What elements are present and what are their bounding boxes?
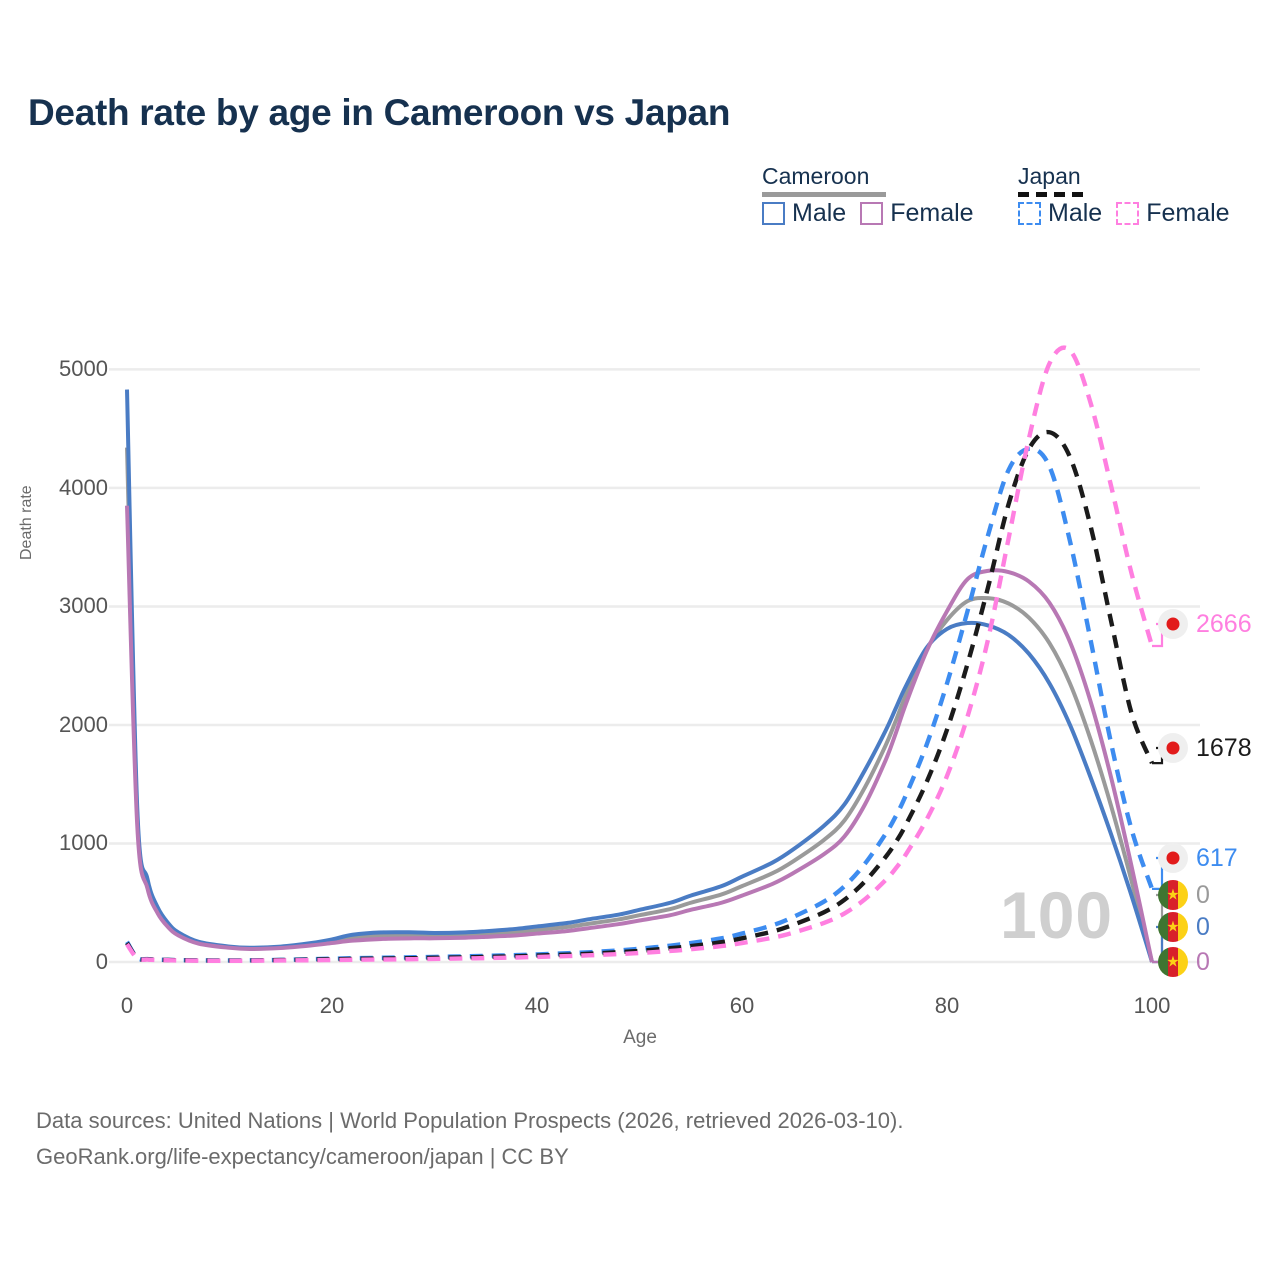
y-axis-title: Death rate	[18, 485, 35, 560]
series-end-value: 617	[1196, 843, 1238, 872]
star-icon: ★	[1166, 886, 1180, 904]
series-line-japan-female	[125, 345, 1155, 964]
y-axis-tick-label: 0	[95, 949, 108, 974]
legend-japan-rule-icon	[1018, 192, 1086, 197]
series-line-cameroon-male	[125, 389, 1154, 963]
legend-cameroon-rule-icon	[762, 192, 886, 197]
star-icon: ★	[1166, 953, 1180, 971]
series-line-japan-total	[125, 429, 1155, 963]
x-axis-tick-label: 0	[120, 993, 134, 1018]
series-end-value: 1678	[1196, 733, 1252, 762]
y-axis-tick-label: 5000	[59, 356, 108, 382]
japan-flag-icon	[1158, 609, 1188, 639]
chart-canvas	[109, 345, 1200, 964]
cameroon-flag-icon: ★	[1158, 912, 1188, 942]
series-end-label[interactable]: 617	[1158, 843, 1238, 873]
series-end-value: 0	[1196, 912, 1210, 941]
x-axis-tick-label: 80	[934, 993, 960, 1018]
x-axis-tick-label: 20	[319, 993, 345, 1018]
series-end-value: 2666	[1196, 609, 1252, 638]
y-axis-tick-label: 2000	[59, 711, 108, 737]
legend-label-cameroon-male: Male	[792, 199, 847, 227]
legend-group-japan-label: Japan	[1018, 163, 1081, 189]
japan-flag-icon	[1158, 733, 1188, 763]
japan-flag-icon	[1158, 843, 1188, 873]
legend-swatch-japan-male-icon	[1018, 202, 1041, 225]
cameroon-flag-icon: ★	[1158, 947, 1188, 977]
y-axis-ticks: 0 1000 2000 3000 4000 5000	[0, 0, 108, 1090]
x-axis-title: Age	[623, 1027, 657, 1048]
legend-swatch-cameroon-female-icon	[860, 202, 884, 225]
series-end-labels: 2666 1678 617 ★ 0 ★ 0 ★ 0	[1158, 0, 1280, 1090]
y-axis-tick-label: 1000	[59, 830, 108, 856]
legend-group-cameroon: Cameroon Male Female	[762, 163, 974, 227]
x-axis-tick-label: 40	[524, 993, 550, 1018]
legend-item-cameroon-male[interactable]: Male	[762, 199, 846, 228]
footer-data-sources: Data sources: United Nations | World Pop…	[36, 1108, 904, 1133]
chart-plot-area: 0 1000 2000 3000 4000 5000 0 20 40 60 80 100 Death…	[0, 0, 1280, 1090]
series-line-japan-male	[125, 446, 1155, 963]
footer: Data sources: United Nations | World Pop…	[36, 1103, 903, 1175]
series-end-label[interactable]: ★ 0	[1158, 912, 1210, 942]
legend-label-japan-female: Female	[1146, 199, 1230, 227]
footer-attribution: GeoRank.org/life-expectancy/cameroon/jap…	[36, 1144, 569, 1169]
x-axis-tick-label: 60	[729, 993, 755, 1018]
legend-label-cameroon-female: Female	[890, 199, 974, 227]
legend-swatch-japan-female-icon	[1116, 202, 1140, 225]
series-end-value: 0	[1196, 880, 1210, 909]
series-line-cameroon-total	[125, 447, 1154, 963]
y-axis-tick-label: 4000	[59, 474, 108, 500]
legend-label-japan-male: Male	[1048, 199, 1103, 227]
series-line-cameroon-female	[125, 505, 1154, 963]
series-end-label[interactable]: ★ 0	[1158, 880, 1210, 910]
watermark-100: 100	[1000, 878, 1114, 952]
cameroon-flag-icon: ★	[1158, 880, 1188, 910]
x-axis-tick-label: 100	[1133, 993, 1171, 1018]
chart-legend: Cameroon Male Female Japan Male	[762, 163, 1252, 243]
legend-item-japan-female[interactable]: Female	[1116, 199, 1230, 228]
legend-item-japan-male[interactable]: Male	[1018, 199, 1102, 228]
series-end-value: 0	[1196, 947, 1210, 976]
legend-group-cameroon-label: Cameroon	[762, 163, 870, 189]
page-title: Death rate by age in Cameroon vs Japan	[28, 92, 731, 133]
legend-group-japan: Japan Male Female	[1018, 163, 1230, 227]
series-end-label[interactable]: 1678	[1158, 733, 1252, 763]
legend-swatch-cameroon-male-icon	[762, 202, 785, 225]
star-icon: ★	[1166, 918, 1180, 936]
legend-item-cameroon-female[interactable]: Female	[860, 199, 974, 228]
series-end-label[interactable]: 2666	[1158, 609, 1252, 639]
series-end-label[interactable]: ★ 0	[1158, 947, 1210, 977]
y-axis-tick-label: 3000	[59, 593, 108, 619]
